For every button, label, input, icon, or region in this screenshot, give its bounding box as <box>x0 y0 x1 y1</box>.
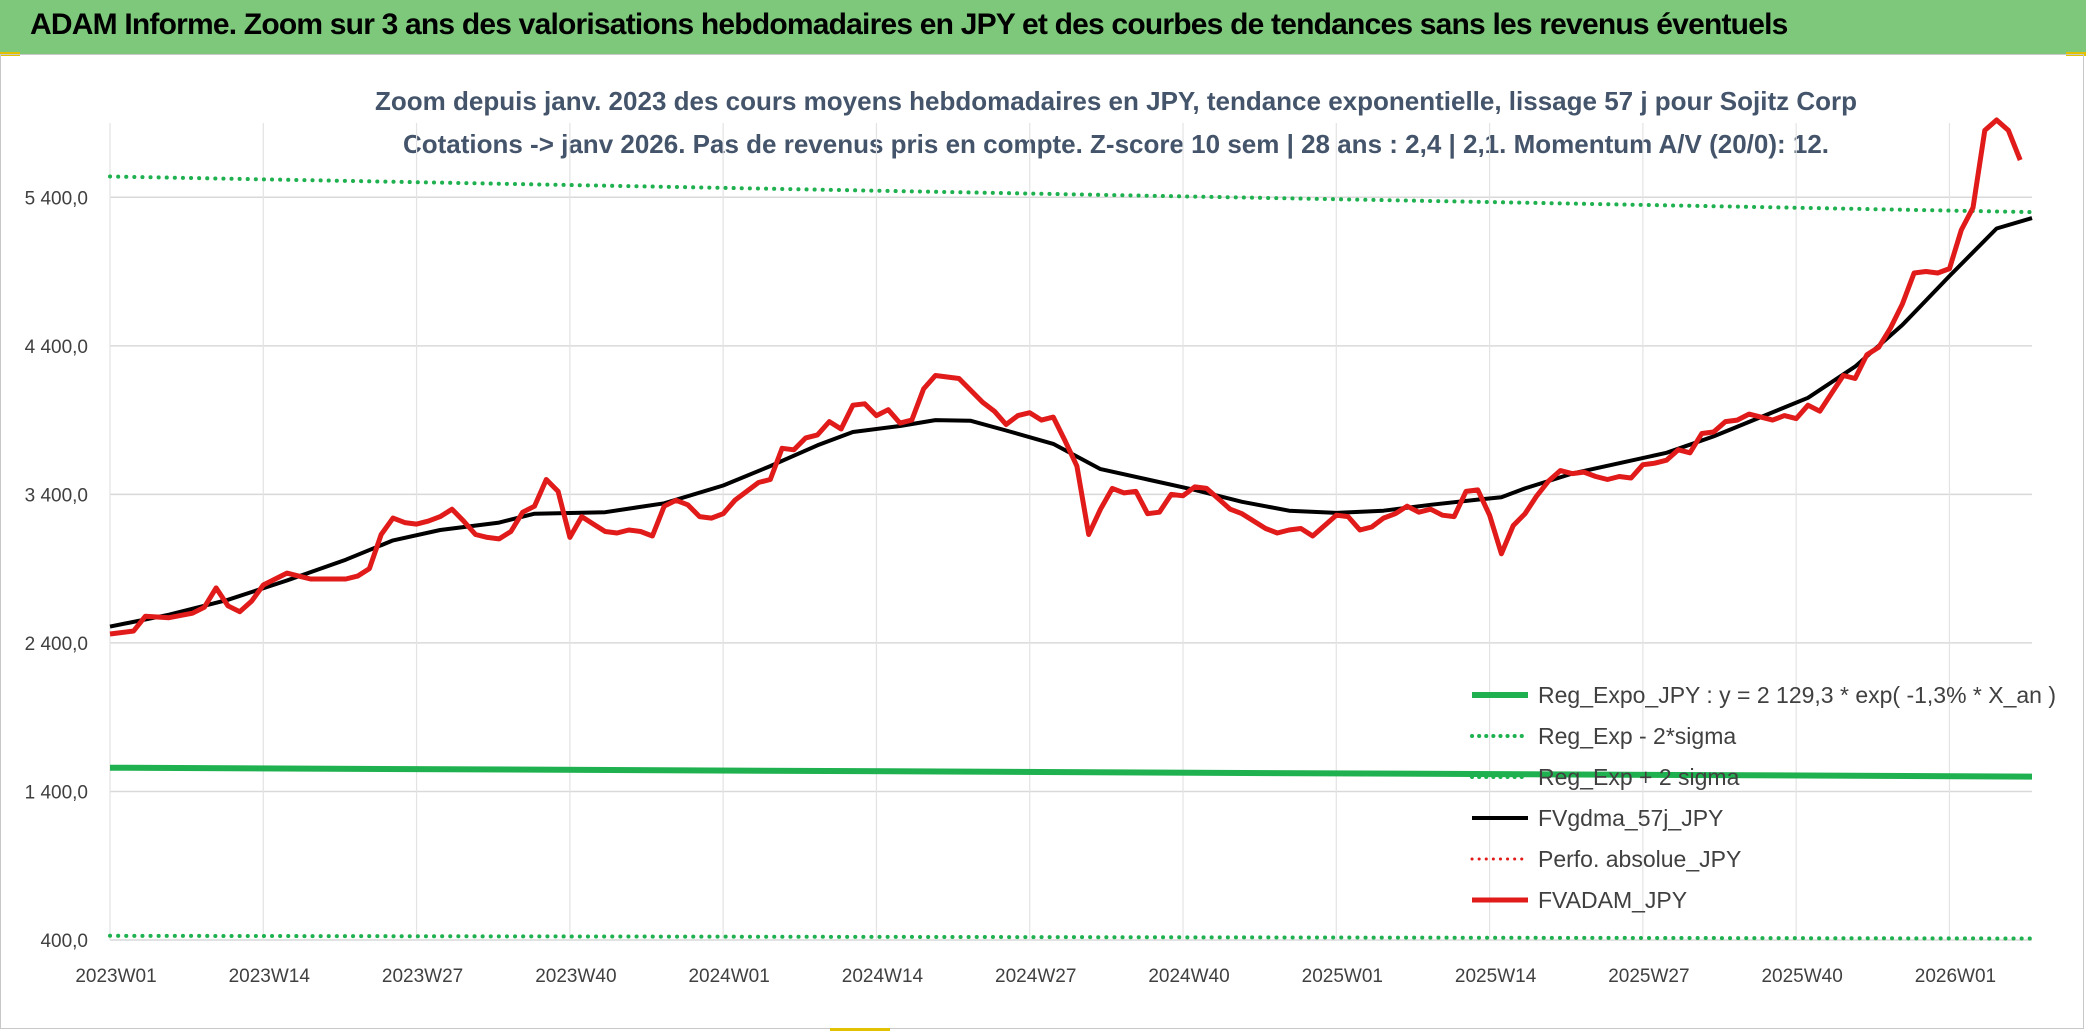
x-tick-label: 2024W14 <box>842 966 924 987</box>
x-tick-label: 2023W01 <box>75 966 156 987</box>
y-axis-ticks: 400,0 1 400,0 2 400,0 3 400,0 4 400,0 5 400,0 <box>25 188 88 952</box>
y-tick-label: 400,0 <box>40 931 88 952</box>
series-line-1 <box>108 174 2034 215</box>
legend-label-3: FVgdma_57j_JPY <box>1538 805 1723 831</box>
frame-accent-bottom <box>830 1028 890 1031</box>
x-tick-label: 2025W01 <box>1302 966 1383 987</box>
x-tick-label: 2024W27 <box>995 966 1076 987</box>
x-tick-label: 2024W01 <box>688 966 769 987</box>
x-tick-label: 2026W01 <box>1915 966 1996 987</box>
report-title: ADAM Informe. Zoom sur 3 ans des valoris… <box>30 8 1788 41</box>
legend-label-1: Reg_Exp - 2*sigma <box>1538 723 1736 749</box>
series-line-5 <box>109 117 2023 637</box>
x-tick-label: 2025W40 <box>1761 966 1842 987</box>
y-tick-label: 4 400,0 <box>25 337 88 358</box>
x-tick-label: 2023W40 <box>535 966 616 987</box>
legend-label-5: FVADAM_JPY <box>1538 887 1687 913</box>
legend-label-4: Perfo. absolue_JPY <box>1538 846 1741 872</box>
legend-label-2: Reg_Exp + 2 sigma <box>1538 764 1740 790</box>
x-tick-label: 2025W14 <box>1455 966 1537 987</box>
x-tick-label: 2023W27 <box>382 966 463 987</box>
chart-subtitle: Cotations -> janv 2026. Pas de revenus p… <box>403 129 1829 159</box>
x-axis-ticks: 2023W01 2023W14 2023W27 2023W40 2024W01 2024W… <box>75 966 1996 987</box>
x-tick-label: 2024W40 <box>1148 966 1229 987</box>
y-tick-label: 3 400,0 <box>25 485 88 506</box>
y-tick-label: 1 400,0 <box>25 782 88 803</box>
y-tick-label: 5 400,0 <box>25 188 88 209</box>
series-line-3 <box>109 216 2033 629</box>
series-lines <box>108 117 2034 941</box>
y-tick-label: 2 400,0 <box>25 634 88 655</box>
legend-label-0: Reg_Expo_JPY : y = 2 129,3 * exp( -1,3% … <box>1538 682 2056 708</box>
chart-legend: Reg_Expo_JPY : y = 2 129,3 * exp( -1,3% … <box>1470 682 2056 913</box>
chart-title: Zoom depuis janv. 2023 des cours moyens … <box>375 86 1857 116</box>
x-tick-label: 2025W27 <box>1608 966 1689 987</box>
x-tick-label: 2023W14 <box>229 966 311 987</box>
chart-frame <box>0 54 2084 1029</box>
series-line-2 <box>108 933 2034 941</box>
gridlines <box>109 123 2032 941</box>
series-line-0 <box>109 764 2033 780</box>
report-header-bar: ADAM Informe. Zoom sur 3 ans des valoris… <box>0 0 2086 55</box>
